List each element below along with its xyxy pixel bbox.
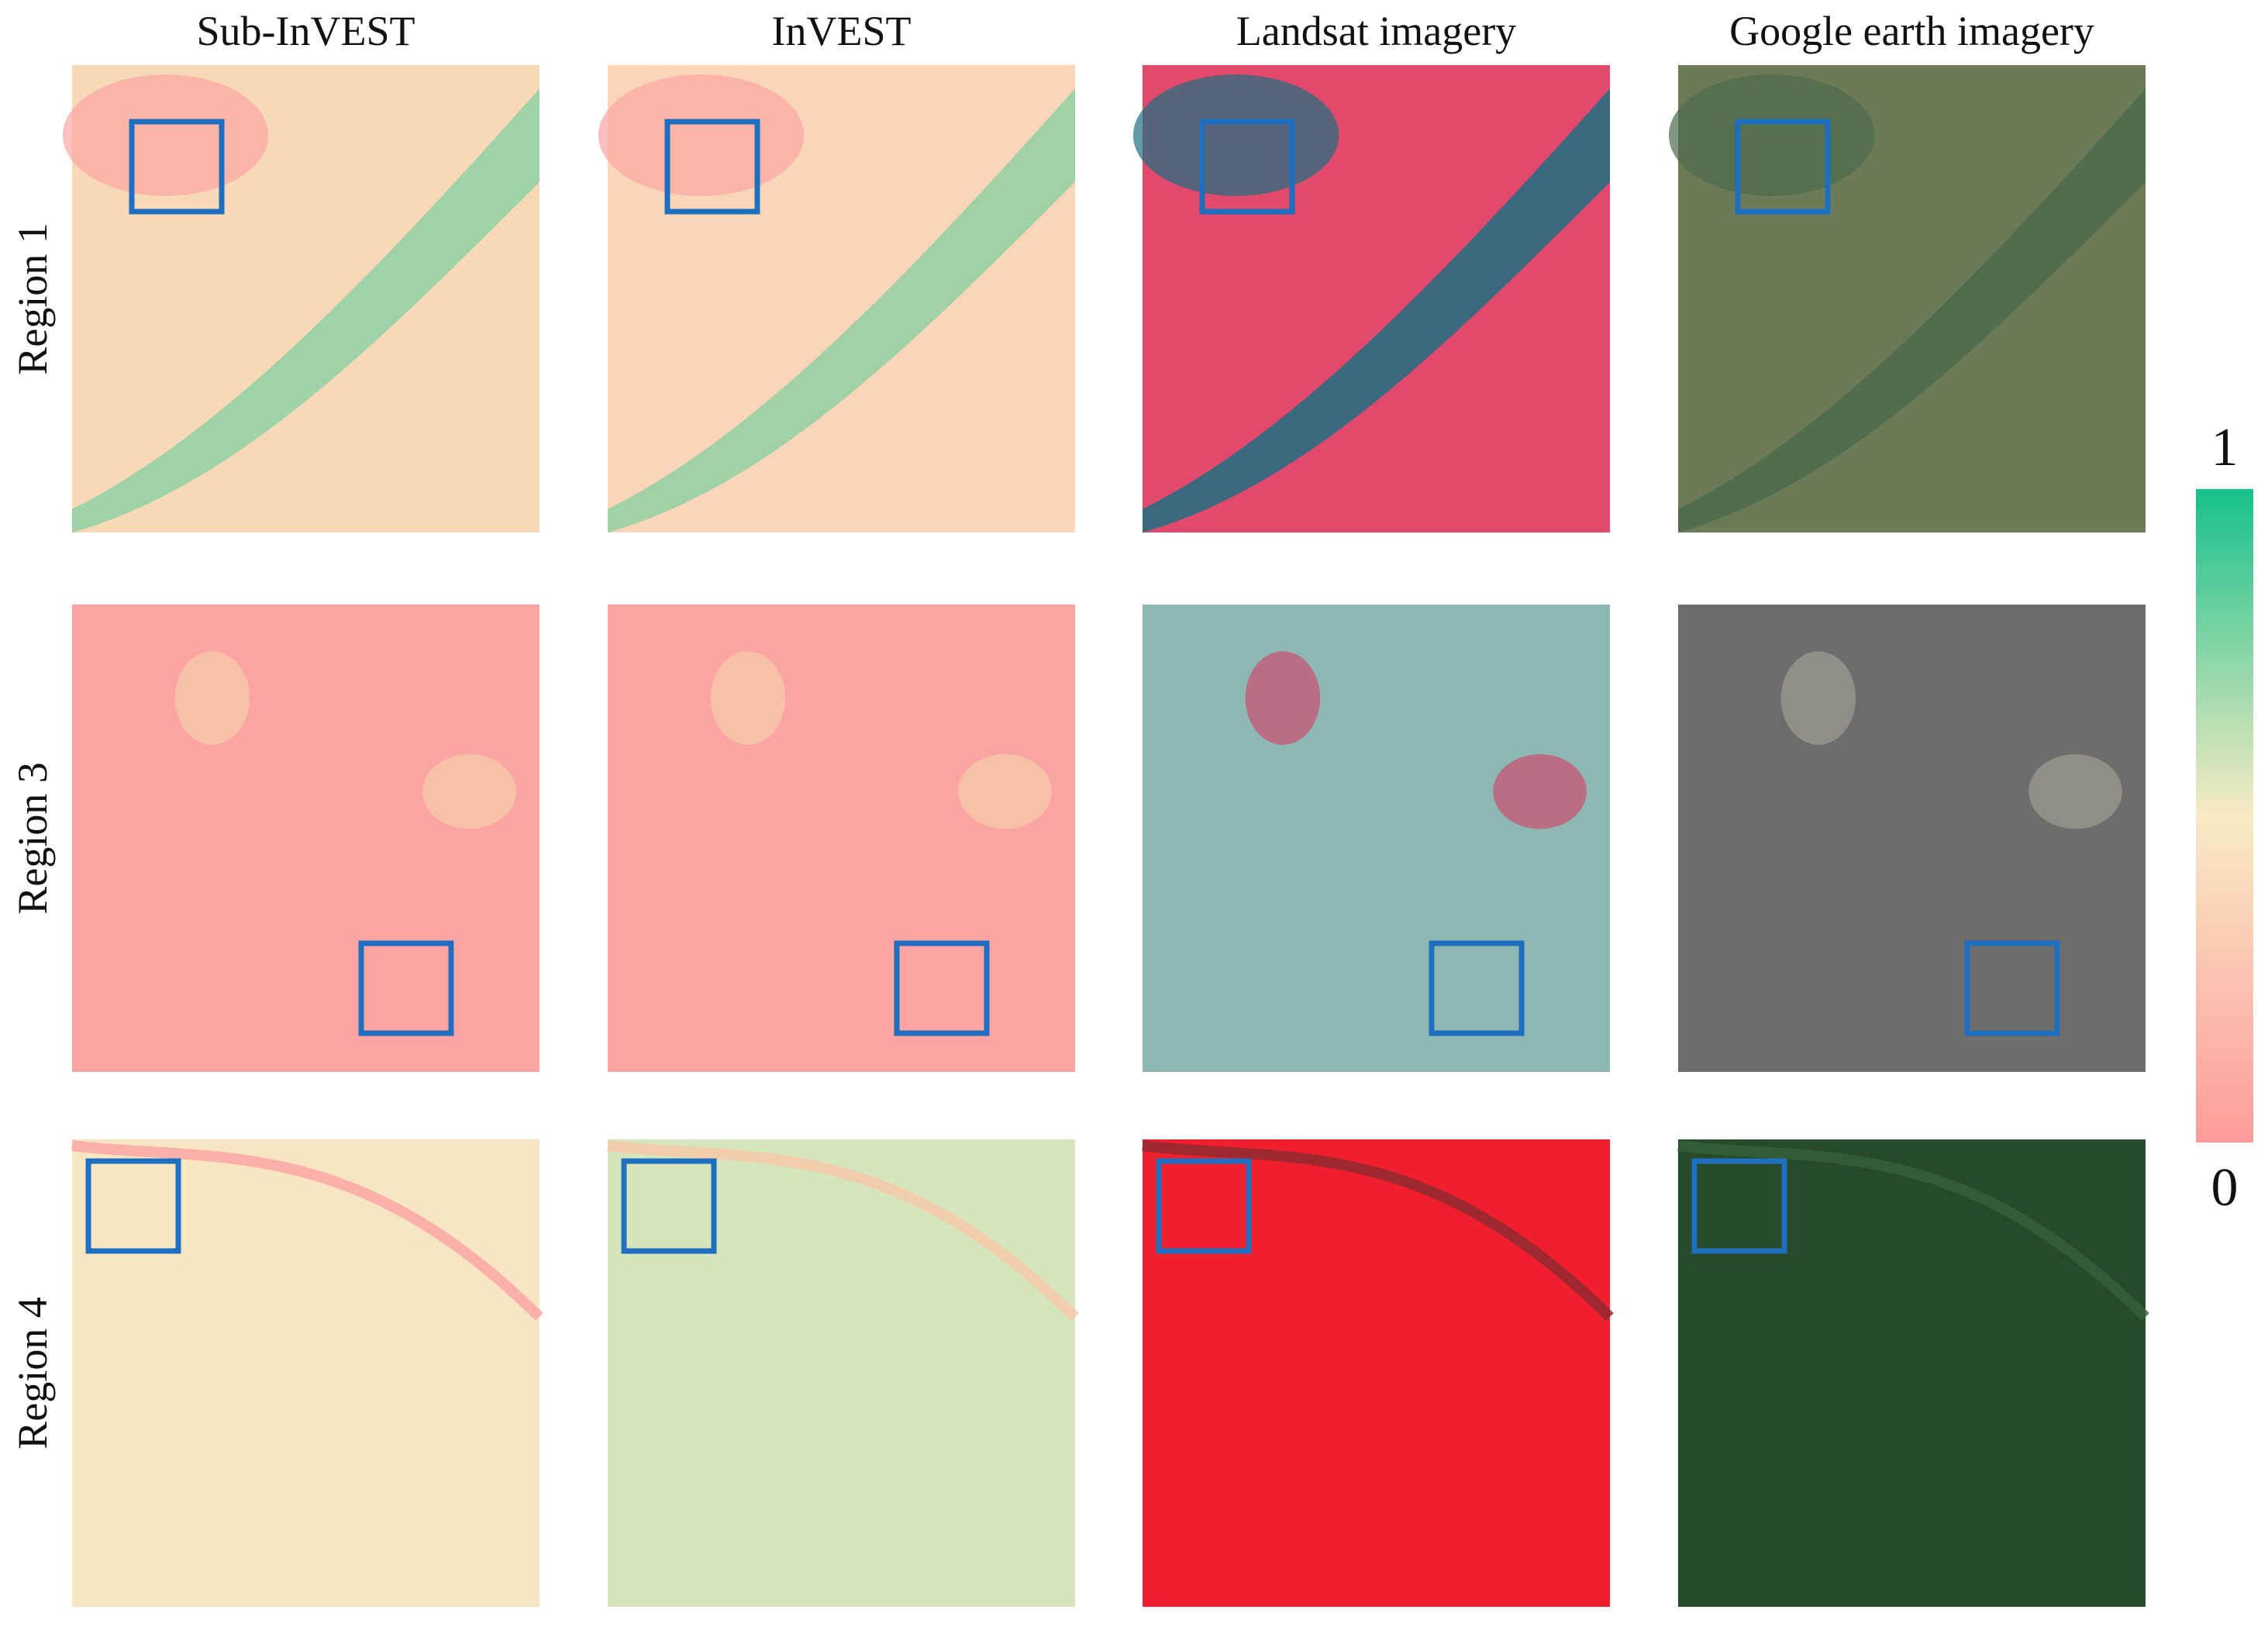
panels	[62, 65, 2149, 1607]
colorbar-bottom-label: 0	[2211, 1158, 2239, 1218]
map-panel	[1678, 605, 2146, 1072]
row-label: Region 4	[9, 1297, 56, 1449]
map-feature	[174, 651, 250, 745]
colorbar	[2196, 489, 2253, 1143]
row-label: Region 1	[9, 222, 56, 375]
column-title: InVEST	[772, 8, 912, 54]
highlight-box	[129, 119, 225, 215]
map-panel	[1143, 605, 1610, 1072]
map-feature	[1143, 88, 1610, 532]
map-feature	[2028, 753, 2122, 829]
map-feature	[598, 74, 805, 196]
column-title: Landsat imagery	[1236, 8, 1516, 54]
highlight-box	[664, 119, 760, 215]
map-feature	[1678, 88, 2146, 532]
highlight-box	[1735, 119, 1831, 215]
highlight-box	[1691, 1158, 1787, 1254]
map-feature	[62, 74, 269, 196]
map-feature	[72, 88, 539, 532]
map-feature	[1142, 1140, 1614, 1322]
highlight-box	[1964, 940, 2060, 1036]
highlight-box	[358, 940, 454, 1036]
highlight-box	[1199, 119, 1295, 215]
highlight-box	[621, 1158, 717, 1254]
highlight-box	[1429, 940, 1525, 1036]
map-feature	[422, 753, 516, 829]
map-feature	[710, 651, 786, 745]
map-feature	[1132, 74, 1339, 196]
colorbar-top-label: 1	[2211, 418, 2239, 477]
map-feature	[1493, 753, 1587, 829]
map-feature	[608, 88, 1075, 532]
highlight-box	[85, 1158, 181, 1254]
map-feature	[1668, 74, 1875, 196]
column-title: Google earth imagery	[1729, 8, 2094, 54]
map-panel	[72, 1139, 539, 1607]
highlight-box	[894, 940, 990, 1036]
map-panel	[72, 605, 539, 1072]
map-panel	[1143, 1139, 1610, 1607]
map-feature	[1780, 651, 1856, 745]
highlight-box	[1156, 1158, 1252, 1254]
column-title: Sub-InVEST	[197, 8, 415, 54]
row-label: Region 3	[9, 762, 56, 915]
map-feature	[71, 1140, 543, 1322]
map-feature	[607, 1140, 1079, 1322]
map-panel	[1678, 1139, 2146, 1607]
map-feature	[958, 753, 1052, 829]
map-panel	[608, 605, 1075, 1072]
map-feature	[1677, 1140, 2149, 1322]
map-panel	[608, 1139, 1075, 1607]
map-feature	[1245, 651, 1321, 745]
